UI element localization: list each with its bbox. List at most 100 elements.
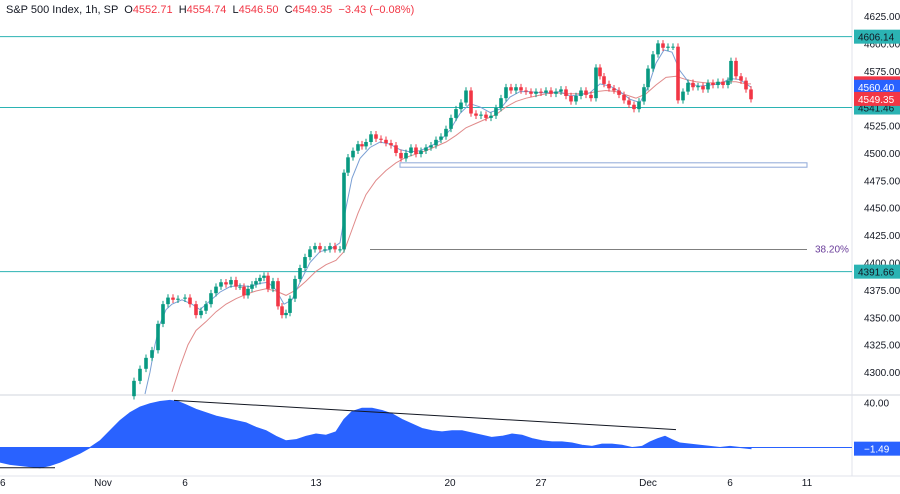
candle-body: [262, 275, 266, 278]
price-tick-label: 4525.00: [864, 122, 900, 133]
candle-body: [439, 136, 443, 140]
candle-body: [749, 89, 753, 100]
candle-body: [646, 68, 650, 88]
candle-body: [721, 81, 725, 86]
candle-body: [271, 281, 275, 289]
fib-level-label: 38.20%: [815, 244, 849, 255]
candle-body: [459, 102, 463, 110]
candle-body: [199, 310, 203, 316]
candle-body: [469, 90, 473, 114]
oscillator-trendline: [173, 399, 677, 431]
price-tick-label: 4450.00: [864, 204, 900, 215]
candle-body: [474, 113, 478, 116]
candle-body: [642, 87, 646, 102]
time-tick-label: Nov: [94, 478, 112, 489]
candle-body: [564, 89, 568, 96]
price-tick-label: 4325.00: [864, 341, 900, 352]
candle-body: [224, 282, 228, 285]
price-tick-label: 4350.00: [864, 313, 900, 324]
candle-body: [656, 43, 660, 55]
candle-body: [524, 90, 528, 92]
candle-body: [156, 323, 160, 351]
candle-body: [188, 297, 192, 305]
time-tick-label: Dec: [639, 478, 657, 489]
candle-body: [602, 76, 606, 84]
candle-body: [132, 380, 136, 397]
close-value: 4549.35: [292, 4, 333, 16]
candle-body: [534, 91, 538, 94]
candle-body: [166, 297, 170, 305]
candle-body: [509, 87, 513, 91]
candle-body: [514, 87, 518, 91]
open-label: O: [124, 4, 133, 16]
candle-body: [374, 134, 378, 139]
candle-body: [161, 304, 165, 324]
candle-body: [574, 95, 578, 102]
candle-body: [176, 298, 180, 300]
candle-body: [150, 350, 154, 358]
candle-body: [637, 101, 641, 110]
candle-body: [554, 91, 558, 94]
candle-body: [449, 117, 453, 129]
change-value: −3.43 (−0.08%): [338, 4, 415, 16]
oscillator-area: [0, 399, 752, 469]
candle-body: [284, 312, 288, 316]
candle-body: [666, 46, 670, 48]
current-price-label: 4560.40: [858, 83, 895, 94]
candle-body: [183, 297, 187, 299]
price-tick-label: 4400.00: [864, 259, 900, 270]
candle-body: [429, 145, 433, 148]
candle-body: [454, 109, 458, 118]
time-tick-label: 27: [535, 478, 547, 489]
current-price-label: 4549.35: [858, 95, 895, 106]
high-label: H: [178, 4, 187, 16]
candle-body: [214, 286, 218, 294]
candle-body: [579, 90, 583, 96]
candle-body: [333, 246, 337, 250]
low-label: L: [232, 4, 239, 16]
time-tick-label: 20: [444, 478, 456, 489]
candle-body: [219, 282, 223, 287]
candle-body: [266, 275, 270, 289]
candle-body: [342, 172, 346, 250]
candle-body: [144, 357, 148, 369]
candle-body: [711, 82, 715, 86]
candle-body: [494, 108, 498, 116]
candle-body: [519, 87, 523, 91]
candle-body: [622, 94, 626, 101]
candle-body: [434, 139, 438, 146]
candle-body: [701, 86, 705, 90]
candle-body: [504, 87, 508, 99]
candle-body: [529, 91, 533, 94]
candle-body: [729, 60, 733, 81]
candle-body: [739, 76, 743, 81]
chart-header: S&P 500 Index, 1h, SP O4552.71 H4554.74 …: [6, 4, 414, 16]
candle-body: [726, 80, 730, 86]
candle-body: [706, 82, 710, 90]
candle-body: [584, 90, 588, 95]
high-value: 4554.74: [186, 4, 227, 16]
candle-body: [351, 150, 355, 158]
price-tick-label: 4575.00: [864, 67, 900, 78]
candle-body: [671, 46, 675, 48]
candle-body: [734, 60, 738, 77]
time-tick-label: 11: [802, 478, 813, 489]
candle-body: [280, 306, 284, 316]
close-label: C: [284, 4, 293, 16]
candle-body: [661, 43, 665, 48]
price-tick-label: 4425.00: [864, 231, 900, 242]
open-value: 4552.71: [132, 4, 173, 16]
candle-body: [549, 90, 553, 94]
candle-body: [379, 138, 383, 140]
candle-body: [404, 152, 408, 159]
time-tick-label: 6: [182, 478, 188, 489]
oscillator-tick-label: 40.00: [864, 399, 889, 410]
candle-body: [539, 91, 543, 93]
candle-body: [444, 128, 448, 137]
level-price-label: 4391.66: [858, 268, 895, 279]
candle-body: [617, 90, 621, 95]
time-tick-label: 13: [310, 478, 322, 489]
level-price-tag: [854, 29, 900, 44]
candle-body: [360, 144, 364, 147]
